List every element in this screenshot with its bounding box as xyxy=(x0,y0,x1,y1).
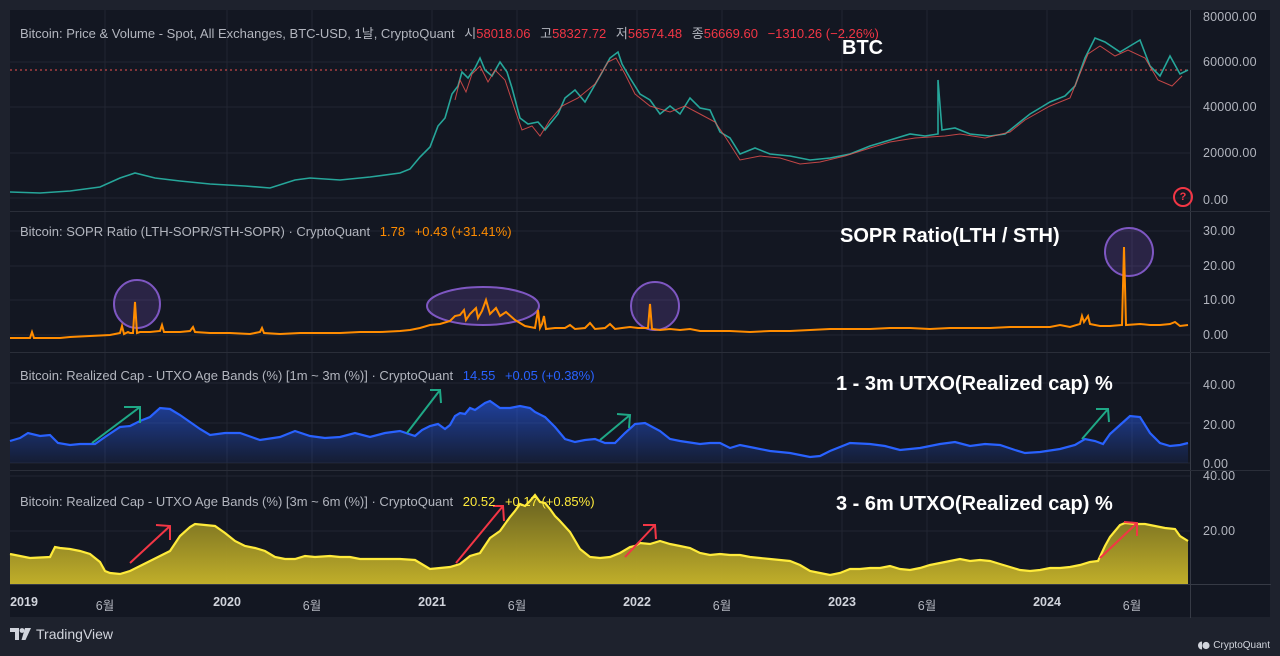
time-label-2023: 2023 xyxy=(828,595,856,609)
band-3m-6m-svg xyxy=(9,471,1190,584)
pane-divider[interactable] xyxy=(10,470,1270,471)
band-1m-3m-change: +0.05 (+0.38%) xyxy=(504,368,595,383)
sopr-tick-10: 10.00 xyxy=(1203,293,1236,307)
price-legend-title: Bitcoin: Price & Volume - Spot, All Exch… xyxy=(20,26,455,41)
high-label: 고 xyxy=(540,26,553,41)
tradingview-icon xyxy=(10,628,31,640)
price-chart-svg xyxy=(9,10,1190,211)
pane-divider[interactable] xyxy=(10,352,1270,353)
band-1m-3m-tick-40: 40.00 xyxy=(1203,378,1236,392)
price-legend: Bitcoin: Price & Volume - Spot, All Exch… xyxy=(20,23,879,42)
time-label-2022: 2022 xyxy=(623,595,651,609)
band-1m-3m-legend-title: Bitcoin: Realized Cap - UTXO Age Bands (… xyxy=(20,368,454,383)
sopr-tick-0: 0.00 xyxy=(1203,328,1229,342)
price-tick-0: 0.00 xyxy=(1203,193,1229,207)
time-label-2020: 2020 xyxy=(213,595,241,609)
sopr-change: +0.43 (+31.41%) xyxy=(414,224,512,239)
price-tick-80000: 80000.00 xyxy=(1203,10,1257,24)
sopr-legend-title: Bitcoin: SOPR Ratio (LTH-SOPR/STH-SOPR) … xyxy=(20,224,371,239)
band-1m-3m-series xyxy=(9,399,1189,459)
time-label-jun-2022: 6월 xyxy=(712,599,732,613)
sopr-axis[interactable]: 30.00 20.00 10.00 0.00 xyxy=(1190,212,1271,352)
band-3m-6m-pane[interactable]: Bitcoin: Realized Cap - UTXO Age Bands (… xyxy=(9,471,1190,584)
time-label-jun-2024: 6월 xyxy=(1122,599,1142,613)
band-1m-3m-svg xyxy=(9,353,1190,470)
high-value: 58327.72 xyxy=(552,26,607,41)
price-pane[interactable]: Bitcoin: Price & Volume - Spot, All Exch… xyxy=(9,10,1190,211)
band-1m-3m-tick-0: 0.00 xyxy=(1203,457,1229,471)
band-3m-6m-tick-40: 40.00 xyxy=(1203,469,1236,483)
green-arrows xyxy=(91,389,1110,444)
time-label-jun-2021: 6월 xyxy=(507,599,527,613)
price-tick-20000: 20000.00 xyxy=(1203,146,1257,160)
open-value: 58018.06 xyxy=(476,26,531,41)
sopr-value: 1.78 xyxy=(379,224,406,239)
time-axis[interactable]: 2019 6월 2020 6월 2021 6월 2022 6월 2023 6월 … xyxy=(10,584,1190,618)
band-3m-6m-change: +0.17 (+0.85%) xyxy=(504,494,595,509)
open-label: 시 xyxy=(464,26,477,41)
sopr-tick-20: 20.00 xyxy=(1203,259,1236,273)
cryptoquant-icon xyxy=(1198,641,1210,650)
band-1m-3m-value: 14.55 xyxy=(462,368,496,383)
sopr-tick-30: 30.00 xyxy=(1203,224,1236,238)
sopr-pane[interactable]: Bitcoin: SOPR Ratio (LTH-SOPR/STH-SOPR) … xyxy=(10,212,1190,352)
time-axis-corner xyxy=(1190,584,1271,618)
low-value: 56574.48 xyxy=(627,26,683,41)
band-3m-6m-series xyxy=(9,493,1189,577)
sopr-series xyxy=(10,246,1189,339)
time-label-2019: 2019 xyxy=(10,595,38,609)
time-label-2024: 2024 xyxy=(1033,595,1061,609)
time-label-jun-2020: 6월 xyxy=(302,599,322,613)
price-tick-60000: 60000.00 xyxy=(1203,55,1257,69)
sopr-chart-svg xyxy=(10,212,1190,352)
band-1m-3m-legend: Bitcoin: Realized Cap - UTXO Age Bands (… xyxy=(20,368,595,383)
band-1m-3m-axis[interactable]: 40.00 20.00 0.00 xyxy=(1190,353,1271,471)
time-label-jun-2023: 6월 xyxy=(917,599,937,613)
band-3m-6m-tick-20: 20.00 xyxy=(1203,524,1236,538)
red-arrows xyxy=(129,505,1138,564)
tradingview-logo[interactable]: TradingView xyxy=(10,626,113,642)
band-3m-6m-value: 20.52 xyxy=(462,494,496,509)
close-value: 56669.60 xyxy=(703,26,758,41)
band-1m-3m-pane[interactable]: Bitcoin: Realized Cap - UTXO Age Bands (… xyxy=(9,353,1190,470)
price-tick-40000: 40000.00 xyxy=(1203,100,1257,114)
chart-area[interactable]: Bitcoin: Price & Volume - Spot, All Exch… xyxy=(9,10,1271,618)
pane-divider[interactable] xyxy=(10,211,1270,212)
close-label: 종 xyxy=(691,26,704,41)
cryptoquant-logo: CryptoQuant xyxy=(1198,640,1270,651)
sopr-annotation: SOPR Ratio(LTH / STH) xyxy=(840,225,1060,247)
price-series xyxy=(9,36,1189,194)
time-label-jun-2019: 6월 xyxy=(95,599,115,613)
price-axis[interactable]: 80000.00 60000.00 40000.00 20000.00 0.00 xyxy=(1190,10,1271,211)
price-change: −1310.26 (−2.26%) xyxy=(767,26,879,41)
time-label-2021: 2021 xyxy=(418,595,446,609)
band-3m-6m-annotation: 3 - 6m UTXO(Realized cap) % xyxy=(836,493,1113,515)
band-3m-6m-legend-title: Bitcoin: Realized Cap - UTXO Age Bands (… xyxy=(20,494,454,509)
band-3m-6m-axis[interactable]: 40.00 20.00 xyxy=(1190,469,1271,584)
btc-annotation: BTC xyxy=(842,37,884,59)
help-icon[interactable]: ? xyxy=(1173,187,1193,207)
low-label: 저 xyxy=(615,26,628,41)
band-3m-6m-legend: Bitcoin: Realized Cap - UTXO Age Bands (… xyxy=(20,494,595,509)
band-1m-3m-tick-20: 20.00 xyxy=(1203,418,1236,432)
cryptoquant-label: CryptoQuant xyxy=(1213,640,1270,651)
band-1m-3m-annotation: 1 - 3m UTXO(Realized cap) % xyxy=(836,373,1113,395)
sopr-legend: Bitcoin: SOPR Ratio (LTH-SOPR/STH-SOPR) … xyxy=(20,224,512,239)
tradingview-label: TradingView xyxy=(36,626,114,642)
